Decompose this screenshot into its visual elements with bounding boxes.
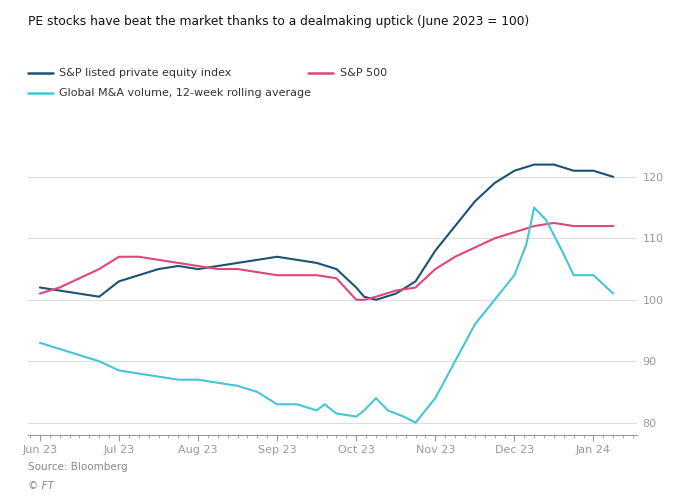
Text: Global M&A volume, 12-week rolling average: Global M&A volume, 12-week rolling avera… <box>60 88 312 98</box>
Text: Source: Bloomberg: Source: Bloomberg <box>28 462 127 472</box>
Text: S&P listed private equity index: S&P listed private equity index <box>60 68 232 78</box>
Text: © FT: © FT <box>28 481 54 491</box>
Text: PE stocks have beat the market thanks to a dealmaking uptick (June 2023 = 100): PE stocks have beat the market thanks to… <box>28 15 529 28</box>
Text: S&P 500: S&P 500 <box>340 68 386 78</box>
